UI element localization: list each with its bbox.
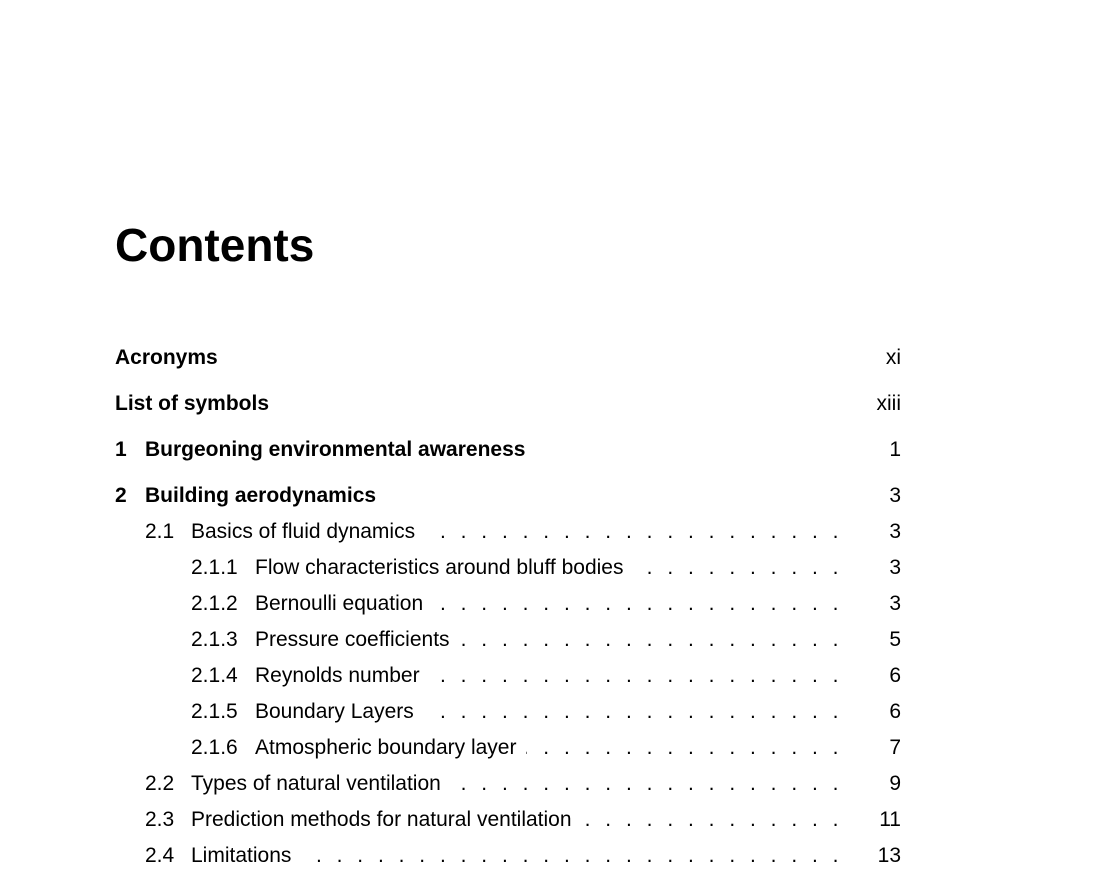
toc-entry-title: Pressure coefficients bbox=[255, 628, 450, 651]
toc-entry-title: Bernoulli equation bbox=[255, 592, 424, 615]
dot-leader: . . . . . . . . . . . . . . . . . . . . … bbox=[301, 844, 843, 867]
toc-entry-section-2-3[interactable]: 2.3 Prediction methods for natural venti… bbox=[145, 808, 901, 838]
toc-entry-title: Basics of fluid dynamics bbox=[191, 520, 416, 543]
toc-entry-page: 11 bbox=[879, 808, 901, 831]
toc-entry-subsection-2-1-2[interactable]: 2.1.2 Bernoulli equation . . . . . . . .… bbox=[191, 592, 901, 622]
toc-entry-title: Boundary Layers bbox=[255, 700, 414, 723]
toc-entry-title: Types of natural ventilation bbox=[191, 772, 441, 795]
toc-entry-number: 2.1.2 bbox=[191, 592, 238, 615]
toc-entry-list-of-symbols[interactable]: List of symbols xiii bbox=[115, 392, 901, 422]
toc-entry-number: 2 bbox=[115, 484, 127, 507]
toc-entry-page: 3 bbox=[889, 556, 901, 579]
dot-leader: . . . . . . . . . . . . . . . . . . . . … bbox=[451, 772, 843, 795]
toc-entry-title: Limitations bbox=[191, 844, 292, 867]
dot-leader: . . . . . . . . . . . . . . . . . . . . … bbox=[460, 628, 843, 651]
toc-entry-page: xiii bbox=[876, 392, 902, 415]
toc-entry-subsection-2-1-4[interactable]: 2.1.4 Reynolds number . . . . . . . . . … bbox=[191, 664, 901, 694]
toc-entry-subsection-2-1-6[interactable]: 2.1.6 Atmospheric boundary layer . . . .… bbox=[191, 736, 901, 766]
toc-entry-number: 2.1.4 bbox=[191, 664, 238, 687]
toc-entry-number: 2.1.3 bbox=[191, 628, 238, 651]
toc-entry-subsection-2-1-1[interactable]: 2.1.1 Flow characteristics around bluff … bbox=[191, 556, 901, 586]
toc-entry-number: 2.1.1 bbox=[191, 556, 238, 579]
toc-entry-section-2-2[interactable]: 2.2 Types of natural ventilation . . . .… bbox=[145, 772, 901, 802]
toc-entry-title: Prediction methods for natural ventilati… bbox=[191, 808, 572, 831]
toc-entry-page: 3 bbox=[889, 592, 901, 615]
toc-entry-acronyms[interactable]: Acronyms xi bbox=[115, 346, 901, 376]
toc-entry-title: Burgeoning environmental awareness bbox=[145, 438, 526, 461]
toc-entry-title: Reynolds number bbox=[255, 664, 420, 687]
toc-entry-page: 5 bbox=[889, 628, 901, 651]
dot-leader: . . . . . . . . . . . . . . . . . . . . … bbox=[424, 700, 843, 723]
toc-entry-page: 9 bbox=[889, 772, 901, 795]
dot-leader: . . . . . . . . . . . . . . . . . . . . … bbox=[526, 736, 843, 759]
toc-entry-page: 6 bbox=[889, 700, 901, 723]
toc-entry-title: Acronyms bbox=[115, 346, 218, 369]
toc-entry-page: 3 bbox=[889, 520, 901, 543]
toc-entry-number: 2.1.6 bbox=[191, 736, 238, 759]
toc-entry-title: Atmospheric boundary layer bbox=[255, 736, 517, 759]
toc-entry-subsection-2-1-5[interactable]: 2.1.5 Boundary Layers . . . . . . . . . … bbox=[191, 700, 901, 730]
toc-entry-subsection-2-1-3[interactable]: 2.1.3 Pressure coefficients . . . . . . … bbox=[191, 628, 901, 658]
dot-leader: . . . . . . . . . . . . . . . . . . . . … bbox=[425, 520, 843, 543]
dot-leader: . . . . . . . . . . . . . . . . . . . . … bbox=[430, 664, 843, 687]
toc-entry-number: 1 bbox=[115, 438, 127, 461]
toc-entry-page: 7 bbox=[889, 736, 901, 759]
toc-entry-number: 2.1.5 bbox=[191, 700, 238, 723]
toc-entry-number: 2.2 bbox=[145, 772, 175, 795]
toc-entry-page: 6 bbox=[889, 664, 901, 687]
page-title: Contents bbox=[115, 219, 315, 271]
toc-entry-title: List of symbols bbox=[115, 392, 270, 415]
dot-leader: . . . . . . . . . . . . . . . . . . . . … bbox=[433, 592, 843, 615]
toc-entry-section-2-1[interactable]: 2.1 Basics of fluid dynamics . . . . . .… bbox=[145, 520, 901, 550]
toc-entry-chapter-1[interactable]: 1 Burgeoning environmental awareness 1 bbox=[115, 438, 901, 468]
toc-entry-section-2-4[interactable]: 2.4 Limitations . . . . . . . . . . . . … bbox=[145, 844, 901, 874]
toc-entry-page: 3 bbox=[889, 484, 901, 507]
toc-entry-title: Building aerodynamics bbox=[145, 484, 377, 507]
toc-entry-chapter-2[interactable]: 2 Building aerodynamics 3 bbox=[115, 484, 901, 514]
dot-leader: . . . . . . . . . . . . . . . . . . . . … bbox=[582, 808, 843, 831]
toc-entry-title: Flow characteristics around bluff bodies bbox=[255, 556, 624, 579]
toc-entry-number: 2.3 bbox=[145, 808, 175, 831]
toc-entry-page: 13 bbox=[877, 844, 901, 867]
dot-leader: . . . . . . . . . . . . . . . . . . . . … bbox=[633, 556, 843, 579]
toc-entry-number: 2.4 bbox=[145, 844, 175, 867]
toc-entry-page: xi bbox=[885, 346, 901, 369]
toc-entry-page: 1 bbox=[889, 438, 901, 461]
toc-entry-number: 2.1 bbox=[145, 520, 175, 543]
